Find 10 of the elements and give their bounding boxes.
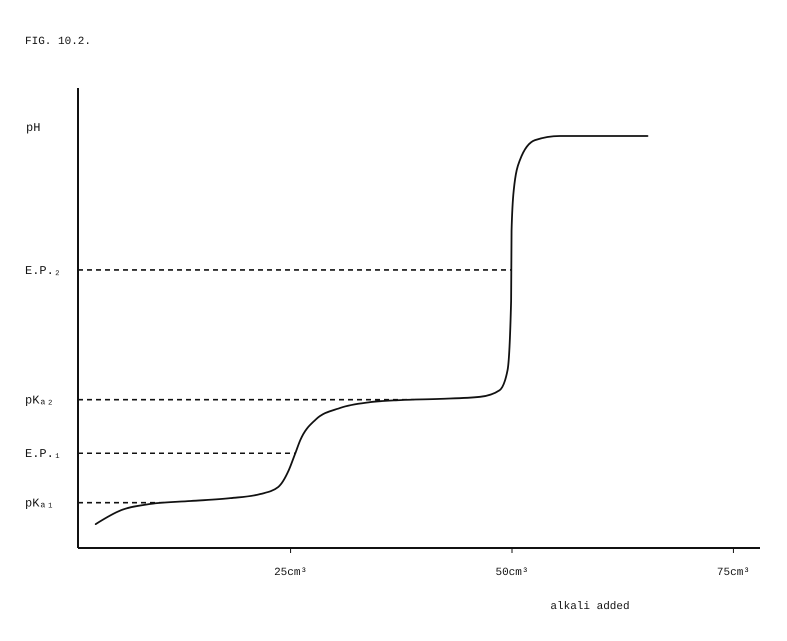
x-tick-label: 25cm³ [274, 567, 308, 579]
x-tick-label: 75cm³ [716, 567, 750, 579]
ref-line-label: pKₐ₂ [25, 394, 54, 408]
ref-line-label: E.P.₁ [25, 447, 62, 462]
ref-line-label: pKₐ₁ [25, 496, 54, 511]
x-axis-title: alkali added [550, 601, 630, 613]
y-axis-title: pH [26, 121, 40, 135]
x-tick-label: 50cm³ [495, 567, 529, 579]
chart-title: FIG. 10.2. [25, 36, 92, 48]
ref-line-label: E.P.₂ [25, 264, 62, 278]
